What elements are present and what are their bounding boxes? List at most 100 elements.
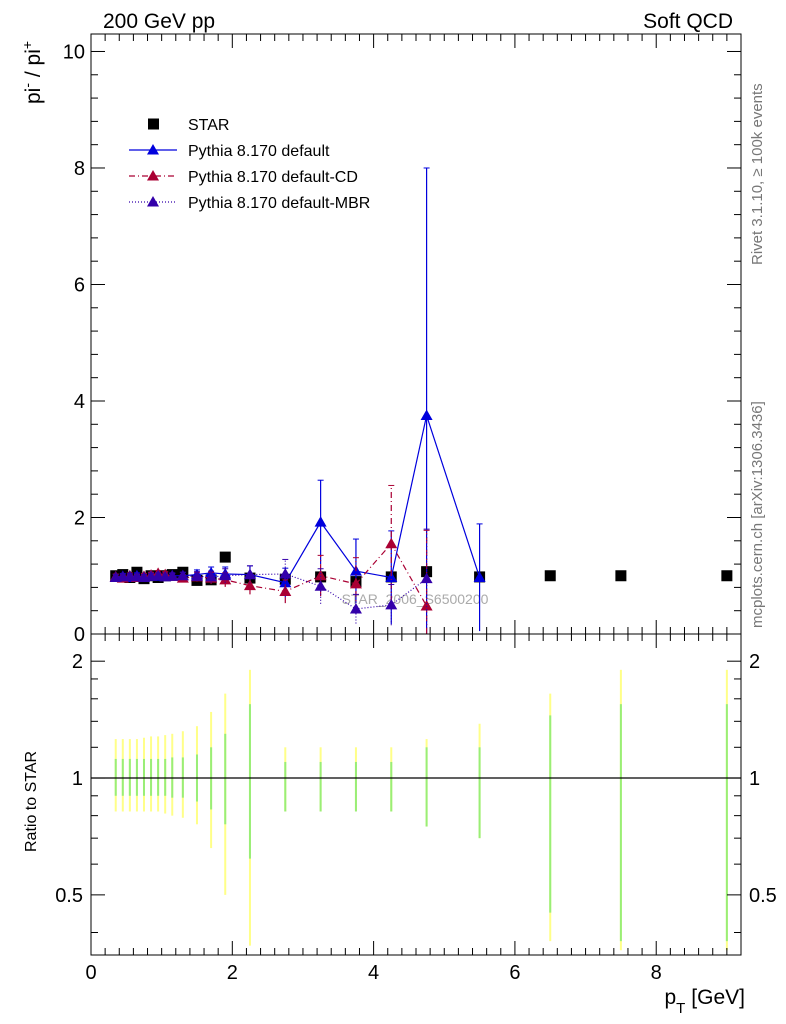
data-point-triangle — [176, 569, 189, 581]
x-tick-label: 6 — [509, 962, 520, 984]
data-point-triangle — [314, 516, 327, 527]
legend-label: Pythia 8.170 default — [188, 143, 330, 160]
data-point-square — [721, 570, 733, 582]
side-label-mcplots: mcplots.cern.ch [arXiv:1306.3436] — [749, 401, 766, 628]
x-label-sub: T — [676, 1000, 685, 1017]
ratio-axis-ticks: 0 2 4 6 8 0.5 0.5 1 1 2 2 — [55, 634, 777, 984]
main-series-group — [109, 167, 733, 634]
ratio-band-green — [248, 704, 251, 859]
ratio-band-green — [478, 747, 481, 839]
ratio-y-tick-label: 2 — [72, 651, 83, 673]
series-2 — [109, 484, 433, 634]
data-point-triangle — [279, 585, 292, 596]
ratio-band-green — [157, 758, 160, 796]
legend-label: Pythia 8.170 default-CD — [188, 169, 358, 186]
data-point-triangle — [166, 570, 179, 581]
ratio-band-green — [150, 758, 153, 796]
data-point-triangle — [205, 570, 218, 582]
y-label-sup1: - — [19, 83, 35, 88]
y-label-mid: / pi — [22, 49, 45, 83]
legend-entry: Pythia 8.170 default-CD — [129, 169, 358, 186]
ratio-y-tick-label: 0.5 — [55, 885, 83, 907]
main-axis-ticks: 0 2 4 6 8 10 — [63, 34, 742, 646]
data-point-square — [615, 570, 627, 582]
data-point-triangle — [349, 602, 362, 614]
legend-entry: Pythia 8.170 default — [129, 143, 330, 160]
data-point-triangle — [385, 571, 398, 582]
x-axis-label: pT [GeV] — [664, 986, 745, 1017]
data-point-triangle — [420, 600, 433, 611]
ratio-band-green — [164, 758, 167, 796]
data-point-triangle — [190, 570, 203, 581]
data-point-triangle — [385, 537, 398, 549]
ratio-band-green — [135, 758, 138, 796]
legend-entry: Pythia 8.170 default-MBR — [129, 195, 370, 212]
ratio-bands — [91, 669, 741, 951]
main-y-tick-label: 4 — [74, 391, 85, 413]
data-point-triangle — [420, 409, 433, 421]
data-point-triangle — [152, 569, 165, 581]
series-1 — [109, 167, 486, 634]
main-y-tick-label: 6 — [74, 274, 85, 296]
watermark: STAR_2006_S6500200 — [342, 591, 489, 607]
legend-marker-square — [148, 118, 159, 130]
data-point-triangle — [147, 170, 159, 181]
main-y-axis-label: pi- / pi+ — [19, 41, 45, 104]
data-point-triangle — [219, 569, 232, 581]
data-point-triangle — [314, 580, 327, 591]
x-tick-label: 2 — [227, 962, 238, 984]
ratio-band-green — [284, 761, 287, 812]
y-label-part1: pi — [22, 88, 45, 104]
ratio-band-green — [319, 761, 322, 812]
series-0 — [110, 551, 733, 588]
process-label: Soft QCD — [643, 10, 733, 33]
ratio-y-axis-label: Ratio to STAR — [23, 751, 40, 852]
data-point-triangle — [420, 572, 433, 584]
ratio-band-green — [121, 758, 124, 796]
legend-label: Pythia 8.170 default-MBR — [188, 195, 370, 212]
x-label-main: p — [664, 986, 676, 1009]
main-y-tick-label: 0 — [74, 624, 85, 646]
side-label-rivet: Rivet 3.1.10, ≥ 100k events — [749, 83, 766, 265]
data-point-triangle — [243, 568, 256, 580]
ratio-band-green — [224, 733, 227, 825]
y-label-sup2: + — [19, 41, 35, 49]
main-y-tick-label: 10 — [63, 41, 85, 63]
ratio-band-green — [128, 758, 131, 796]
legend: STAR Pythia 8.170 default Pythia 8.170 def… — [129, 117, 370, 212]
main-y-tick-label: 2 — [74, 507, 85, 529]
ratio-y-tick-label-right: 1 — [749, 768, 760, 790]
ratio-band-green — [619, 704, 622, 942]
ratio-y-tick-label-right: 0.5 — [749, 885, 777, 907]
ratio-y-tick-label-right: 2 — [749, 651, 760, 673]
data-point-triangle — [349, 577, 362, 589]
data-point-triangle — [473, 571, 486, 582]
ratio-band-green — [549, 715, 552, 913]
x-tick-label: 8 — [651, 962, 662, 984]
data-point-triangle — [147, 144, 159, 155]
data-point-triangle — [279, 568, 292, 579]
main-y-tick-label: 8 — [74, 158, 85, 180]
legend-entry: STAR — [148, 117, 229, 134]
ratio-band-green — [390, 761, 393, 812]
x-label-unit: [GeV] — [691, 986, 745, 1009]
data-point-triangle — [314, 569, 327, 581]
legend-label: STAR — [188, 117, 229, 134]
main-panel: 0 2 4 6 8 10 STAR_2006_S6500200 — [63, 33, 742, 646]
data-point-triangle — [243, 579, 256, 591]
series-line — [115, 413, 481, 584]
ratio-band-green — [142, 758, 145, 796]
x-tick-label: 4 — [368, 962, 379, 984]
ratio-band-green — [354, 761, 357, 812]
data-point-square — [544, 570, 556, 582]
energy-label: 200 GeV pp — [103, 10, 215, 33]
ratio-band-green — [114, 758, 117, 796]
series-3 — [109, 528, 433, 629]
ratio-panel-frame — [90, 633, 742, 956]
data-point-triangle — [385, 598, 398, 610]
ratio-y-tick-label: 1 — [72, 768, 83, 790]
data-point-triangle — [147, 196, 159, 207]
ratio-panel: 0 2 4 6 8 0.5 0.5 1 1 2 2 — [55, 633, 777, 984]
x-tick-label: 0 — [85, 962, 96, 984]
